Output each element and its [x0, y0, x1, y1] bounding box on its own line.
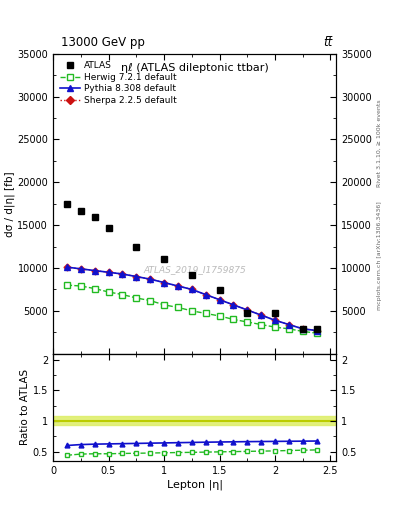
Bar — [53, 416, 336, 425]
Legend: ATLAS, Herwig 7.2.1 default, Pythia 8.308 default, Sherpa 2.2.5 default: ATLAS, Herwig 7.2.1 default, Pythia 8.30… — [57, 58, 179, 108]
X-axis label: Lepton |η|: Lepton |η| — [167, 480, 222, 490]
Y-axis label: dσ / d|η| [fb]: dσ / d|η| [fb] — [4, 171, 15, 237]
Text: mcplots.cern.ch [arXiv:1306.3436]: mcplots.cern.ch [arXiv:1306.3436] — [377, 202, 382, 310]
Text: 13000 GeV pp: 13000 GeV pp — [61, 36, 145, 49]
Text: ηℓ (ATLAS dileptonic ttbar): ηℓ (ATLAS dileptonic ttbar) — [121, 63, 268, 73]
Text: tt̅: tt̅ — [323, 36, 332, 49]
Y-axis label: Ratio to ATLAS: Ratio to ATLAS — [20, 369, 30, 445]
Text: ATLAS_2019_I1759875: ATLAS_2019_I1759875 — [143, 265, 246, 274]
Text: Rivet 3.1.10, ≥ 100k events: Rivet 3.1.10, ≥ 100k events — [377, 99, 382, 187]
